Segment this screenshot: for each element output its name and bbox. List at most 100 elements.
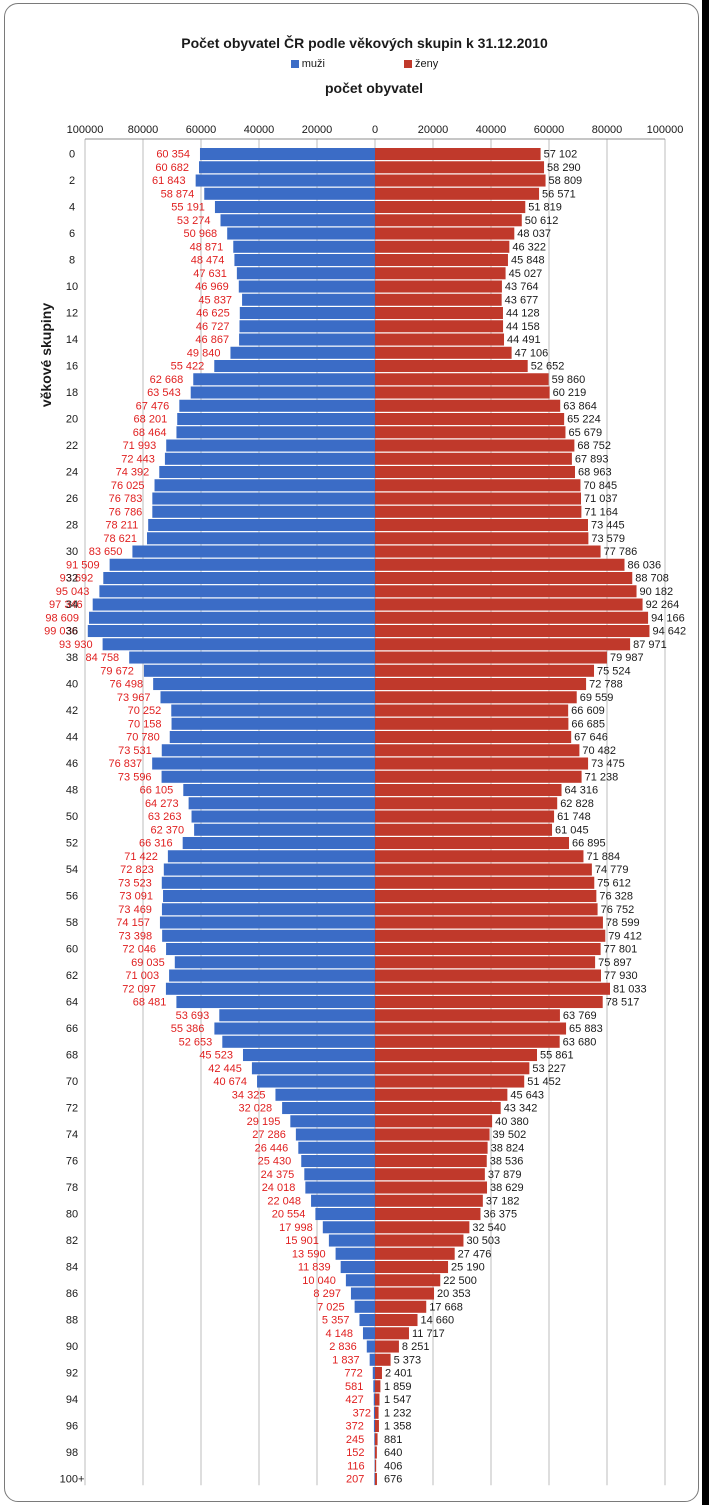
- y-tick-label: 36: [66, 626, 78, 638]
- data-label-female: 43 677: [505, 294, 539, 306]
- y-tick-label: 58: [66, 917, 78, 929]
- y-tick-label: 14: [66, 334, 78, 346]
- bar-male: [340, 1261, 375, 1274]
- bar-male: [354, 1300, 375, 1313]
- data-label-female: 22 500: [443, 1275, 477, 1287]
- bar-female: [375, 1062, 530, 1075]
- bar-male: [162, 929, 375, 942]
- data-label-male: 76 498: [109, 679, 143, 691]
- bar-male: [161, 744, 375, 757]
- bar-male: [372, 1367, 375, 1380]
- data-label-male: 26 446: [255, 1142, 289, 1154]
- data-label-male: 60 682: [155, 162, 189, 174]
- x-tick-label: 40000: [476, 124, 507, 136]
- bar-male: [148, 519, 375, 532]
- bar-female: [375, 1340, 399, 1353]
- bar-female: [375, 969, 601, 982]
- data-label-male: 83 650: [89, 546, 123, 558]
- data-label-female: 90 182: [640, 586, 674, 598]
- data-label-male: 74 392: [116, 467, 150, 479]
- data-label-male: 45 523: [199, 1050, 233, 1062]
- bar-female: [375, 267, 506, 280]
- data-label-male: 53 693: [176, 1010, 210, 1022]
- x-tick-label: 100000: [67, 124, 104, 136]
- y-tick-label: 66: [66, 1023, 78, 1035]
- bar-female: [375, 810, 555, 823]
- y-tick-label: 2: [69, 175, 75, 187]
- data-label-male: 69 035: [131, 957, 165, 969]
- data-label-male: 62 668: [150, 374, 184, 386]
- bar-female: [375, 214, 522, 227]
- bar-female: [375, 611, 649, 624]
- data-label-female: 65 679: [568, 427, 602, 439]
- data-label-male: 71 003: [125, 970, 159, 982]
- data-label-female: 43 342: [504, 1103, 538, 1115]
- data-label-female: 39 502: [493, 1129, 527, 1141]
- bar-male: [282, 1102, 375, 1115]
- y-tick-label: 28: [66, 520, 78, 532]
- bar-female: [375, 572, 633, 585]
- data-label-female: 66 609: [571, 705, 605, 717]
- data-label-female: 73 475: [591, 758, 625, 770]
- data-label-female: 37 879: [488, 1169, 522, 1181]
- bar-female: [375, 731, 572, 744]
- data-label-male: 15 901: [285, 1235, 319, 1247]
- y-tick-label: 12: [66, 308, 78, 320]
- bar-female: [375, 293, 502, 306]
- bar-female: [375, 1274, 441, 1287]
- data-label-male: 55 386: [171, 1023, 205, 1035]
- data-label-female: 37 182: [486, 1195, 520, 1207]
- data-label-female: 79 987: [610, 652, 644, 664]
- bar-female: [375, 916, 603, 929]
- bar-female: [375, 1459, 377, 1472]
- bar-female: [375, 929, 606, 942]
- bar-male: [166, 943, 375, 956]
- data-label-female: 61 045: [555, 824, 589, 836]
- bar-female: [375, 784, 562, 797]
- data-label-male: 24 375: [261, 1169, 295, 1181]
- data-label-male: 32 028: [238, 1103, 272, 1115]
- data-label-female: 45 027: [509, 268, 543, 280]
- data-label-male: 10 040: [302, 1275, 336, 1287]
- data-label-male: 5 357: [322, 1315, 350, 1327]
- bar-male: [238, 280, 375, 293]
- bar-female: [375, 1035, 560, 1048]
- data-label-female: 1 547: [384, 1394, 412, 1406]
- bar-male: [171, 704, 375, 717]
- bar-male: [374, 1433, 375, 1446]
- bar-female: [375, 651, 607, 664]
- bar-male: [179, 399, 375, 412]
- bar-male: [143, 664, 375, 677]
- data-label-female: 62 828: [560, 798, 594, 810]
- data-label-female: 68 963: [578, 467, 612, 479]
- x-tick-label: 100000: [647, 124, 684, 136]
- y-tick-label: 74: [66, 1129, 78, 1141]
- bar-male: [146, 532, 375, 545]
- data-label-male: 84 758: [86, 652, 120, 664]
- right-edge-rule: [702, 0, 709, 1505]
- bar-female: [375, 452, 572, 465]
- data-label-female: 676: [384, 1474, 402, 1486]
- data-label-female: 45 643: [510, 1089, 544, 1101]
- data-label-female: 46 322: [512, 241, 546, 253]
- bar-male: [239, 307, 375, 320]
- bar-female: [375, 320, 504, 333]
- y-tick-label: 24: [66, 467, 78, 479]
- bar-female: [375, 1009, 560, 1022]
- y-tick-label: 82: [66, 1235, 78, 1247]
- data-label-male: 71 993: [123, 440, 157, 452]
- bar-female: [375, 1168, 485, 1181]
- data-label-male: 78 211: [105, 520, 138, 532]
- data-label-male: 76 025: [111, 480, 145, 492]
- bar-female: [375, 346, 512, 359]
- bar-female: [375, 1327, 409, 1340]
- data-label-female: 71 884: [586, 851, 620, 863]
- data-label-male: 72 823: [120, 864, 154, 876]
- data-label-male: 66 105: [140, 785, 174, 797]
- bar-female: [375, 850, 584, 863]
- bar-male: [160, 691, 375, 704]
- data-label-male: 4 148: [325, 1328, 353, 1340]
- bar-female: [375, 996, 603, 1009]
- bar-male: [290, 1115, 375, 1128]
